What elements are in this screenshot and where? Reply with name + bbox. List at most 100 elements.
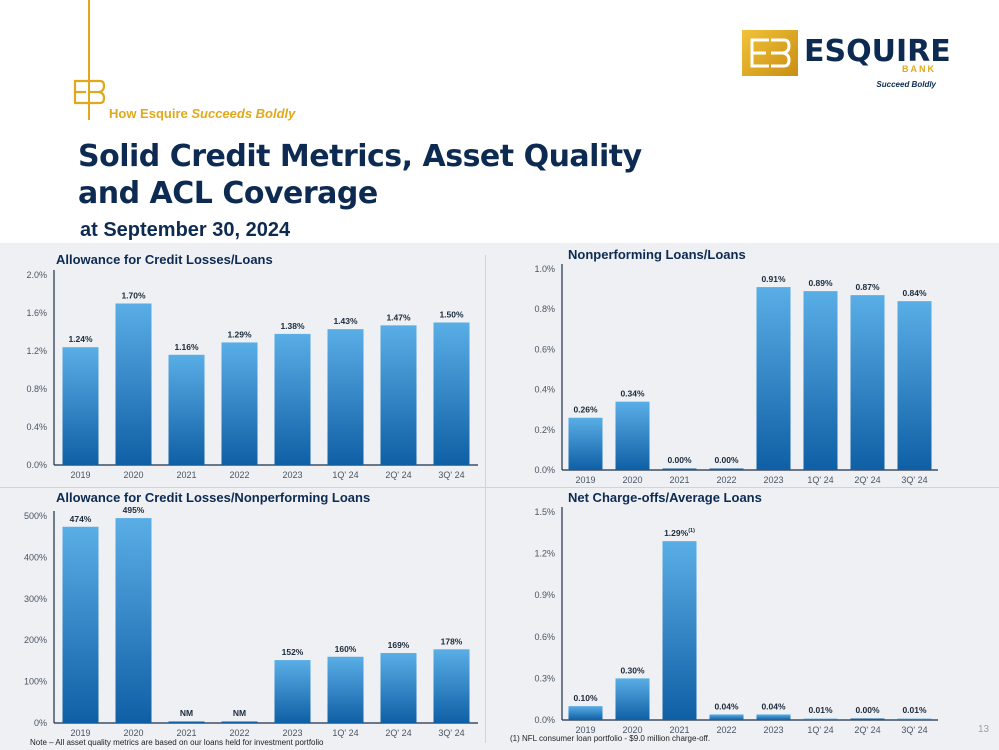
- y-tick-label: 500%: [24, 511, 47, 521]
- x-tick-label: 1Q' 24: [332, 728, 358, 738]
- chart-title-acl-loans: Allowance for Credit Losses/Loans: [56, 252, 273, 267]
- data-label: 0.04%: [761, 701, 786, 711]
- bar: [433, 649, 470, 723]
- y-tick-label: 0.8%: [534, 304, 555, 314]
- x-tick-label: 2022: [716, 475, 736, 485]
- bar: [380, 653, 417, 723]
- header-accent-line: [88, 0, 90, 120]
- chart-acl-loans: 0.0% 0.4% 0.8% 1.2% 1.6% 2.0% 1.24% 2019 1.70% 20…: [26, 270, 478, 480]
- y-tick-label: 0.0%: [534, 465, 555, 475]
- x-tick-label: 2019: [575, 475, 595, 485]
- bar: [274, 333, 311, 465]
- chart-acl-npl: 0% 100% 200% 300% 400% 500% 474% 2019 495% 2020 NM…: [24, 505, 478, 738]
- data-label: 0.26%: [573, 405, 598, 415]
- x-tick-label: 1Q' 24: [332, 470, 358, 480]
- panel-divider-horizontal: [0, 487, 999, 488]
- x-tick-label: 2Q' 24: [385, 470, 411, 480]
- bar: [756, 287, 791, 470]
- x-tick-label: 2019: [575, 725, 595, 735]
- data-label: 0.01%: [902, 705, 927, 715]
- data-label: 0.87%: [855, 282, 880, 292]
- x-tick-label: 3Q' 24: [901, 475, 927, 485]
- data-label: 495%: [123, 505, 145, 515]
- y-tick-label: 0%: [34, 718, 47, 728]
- bar: [568, 417, 603, 470]
- x-tick-label: 3Q' 24: [438, 728, 464, 738]
- bar: [221, 342, 258, 465]
- eb-monogram-icon: [73, 79, 106, 105]
- logo-emblem-icon: [742, 30, 798, 76]
- x-tick-label: 2020: [622, 725, 642, 735]
- esquire-bank-logo: ESQUIRE BANK Succeed Boldly: [742, 30, 951, 92]
- y-tick-label: 0.0%: [534, 715, 555, 725]
- x-tick-label: 2021: [176, 728, 196, 738]
- data-label: 0.84%: [902, 288, 927, 298]
- tagline-plain: How Esquire: [109, 106, 192, 121]
- x-tick-label: 2023: [763, 725, 783, 735]
- data-label: 0.89%: [808, 278, 833, 288]
- chart-title-npl-loans: Nonperforming Loans/Loans: [568, 247, 746, 262]
- bar: [115, 518, 152, 723]
- y-tick-label: 300%: [24, 594, 47, 604]
- bar: [62, 347, 99, 465]
- data-label: 178%: [441, 636, 463, 646]
- data-label: 0.00%: [714, 455, 739, 465]
- page-title-line-1: Solid Credit Metrics, Asset Quality: [78, 139, 642, 174]
- bar: [433, 322, 470, 465]
- data-label: 0.34%: [620, 389, 645, 399]
- y-tick-label: 0.0%: [26, 460, 47, 470]
- tagline-italic: Succeeds Boldly: [191, 106, 296, 121]
- y-tick-label: 1.0%: [534, 264, 555, 274]
- page-title: Solid Credit Metrics, Asset Quality and …: [78, 138, 642, 212]
- y-tick-label: 2.0%: [26, 270, 47, 280]
- bar: [327, 329, 364, 465]
- logo-tagline: Succeed Boldly: [876, 80, 936, 89]
- x-tick-label: 2022: [229, 728, 249, 738]
- x-tick-label: 2Q' 24: [854, 475, 880, 485]
- data-label: 1.38%: [280, 321, 305, 331]
- bar: [662, 468, 697, 470]
- data-label: 0.00%: [855, 705, 880, 715]
- x-tick-label: 1Q' 24: [807, 725, 833, 735]
- data-label: 0.01%: [808, 705, 833, 715]
- y-tick-label: 1.2%: [534, 549, 555, 559]
- bar: [615, 401, 650, 470]
- x-tick-label: 1Q' 24: [807, 475, 833, 485]
- x-tick-label: 2020: [622, 475, 642, 485]
- x-tick-label: 2Q' 24: [854, 725, 880, 735]
- data-label: 1.70%: [121, 291, 146, 301]
- x-tick-label: 3Q' 24: [901, 725, 927, 735]
- data-label: 152%: [282, 647, 304, 657]
- y-tick-label: 100%: [24, 677, 47, 687]
- x-tick-label: 3Q' 24: [438, 470, 464, 480]
- data-label: 169%: [388, 640, 410, 650]
- y-tick-label: 200%: [24, 635, 47, 645]
- x-tick-label: 2023: [282, 470, 302, 480]
- bar: [709, 714, 744, 720]
- data-label: 0.04%: [714, 701, 739, 711]
- data-label: 1.29%: [227, 329, 252, 339]
- y-tick-label: 1.2%: [26, 346, 47, 356]
- bar: [62, 526, 99, 723]
- data-label: 0.91%: [761, 274, 786, 284]
- bar: [756, 714, 791, 720]
- bar: [662, 541, 697, 720]
- data-label: 0.30%: [620, 665, 645, 675]
- x-tick-label: 2Q' 24: [385, 728, 411, 738]
- y-tick-label: 0.4%: [26, 422, 47, 432]
- y-tick-label: 400%: [24, 552, 47, 562]
- x-tick-label: 2020: [123, 470, 143, 480]
- y-tick-label: 1.5%: [534, 507, 555, 517]
- x-tick-label: 2021: [669, 475, 689, 485]
- bar: [897, 718, 932, 720]
- bar: [803, 718, 838, 720]
- bar: [327, 656, 364, 723]
- page-subtitle: at September 30, 2024: [80, 219, 291, 241]
- y-tick-label: 1.6%: [26, 308, 47, 318]
- data-label: 1.16%: [174, 342, 199, 352]
- x-tick-label: 2020: [123, 728, 143, 738]
- bar: [850, 718, 885, 720]
- x-tick-label: 2021: [669, 725, 689, 735]
- data-label: 160%: [335, 644, 357, 654]
- x-tick-label: 2022: [229, 470, 249, 480]
